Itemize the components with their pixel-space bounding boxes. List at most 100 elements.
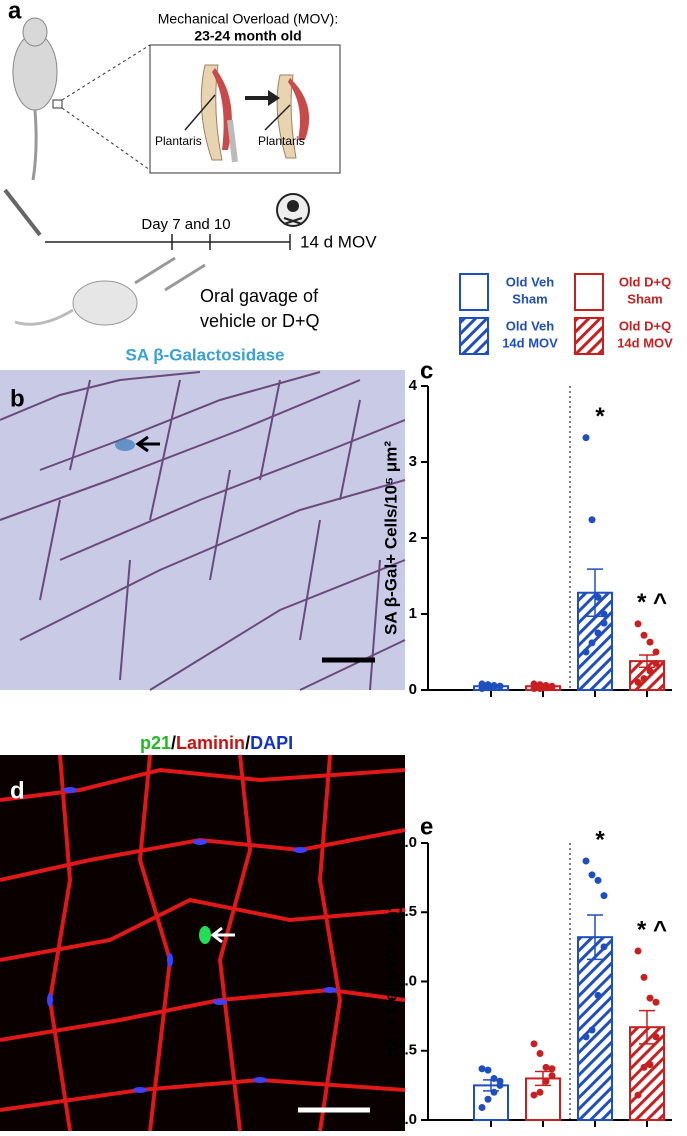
- data-point: [548, 683, 556, 691]
- data-point: [542, 684, 550, 692]
- legend-label: Old D+Q: [619, 274, 671, 289]
- muscle-illustration: [184, 64, 310, 163]
- data-point: [634, 1091, 642, 1099]
- y-axis-label: SA β-Gal+ Cells/10⁵ μm²: [381, 441, 400, 635]
- data-point: [536, 1050, 544, 1058]
- gavage-text: vehicle or D+Q: [200, 311, 320, 331]
- image-title: SA β-Galactosidase: [125, 345, 284, 364]
- data-point: [594, 629, 602, 637]
- data-point: [640, 675, 648, 683]
- data-point: [548, 1065, 556, 1073]
- y-tick-label: 4: [409, 377, 418, 394]
- data-point: [490, 1088, 498, 1096]
- bar: [629, 1026, 665, 1121]
- legend-label: Sham: [512, 291, 547, 306]
- data-point: [646, 667, 654, 675]
- data-point: [600, 610, 608, 618]
- histology-image: [0, 370, 406, 691]
- data-point: [536, 684, 544, 692]
- legend-label: Sham: [627, 291, 662, 306]
- y-tick-label: 1.0: [396, 972, 417, 989]
- legend-label: Old Veh: [506, 318, 554, 333]
- y-tick-label: 0.5: [396, 1042, 417, 1059]
- timeline-end: 14 d MOV: [300, 232, 377, 251]
- data-point: [548, 1072, 556, 1080]
- title-part: p21: [140, 733, 171, 753]
- significance: *: [595, 826, 605, 853]
- data-point: [484, 684, 492, 692]
- data-point: [478, 1065, 486, 1073]
- schematic-box: [149, 44, 341, 174]
- data-point: [496, 1081, 504, 1089]
- timeline-label: Day 7 and 10: [141, 216, 230, 233]
- legend-label: Old Veh: [506, 274, 554, 289]
- y-tick-label: 0: [409, 681, 417, 698]
- legend-label: 14d MOV: [502, 335, 558, 350]
- data-point: [594, 991, 602, 999]
- data-point: [588, 871, 596, 879]
- data-point: [594, 593, 602, 601]
- data-point: [600, 943, 608, 951]
- data-point: [594, 876, 602, 884]
- data-point: [496, 682, 504, 690]
- legend-label: 14d MOV: [617, 335, 673, 350]
- data-point: [530, 1040, 538, 1048]
- significance: * ^: [637, 589, 667, 616]
- muscle-label: Plantaris: [258, 134, 305, 148]
- title-part: DAPI: [250, 733, 293, 753]
- data-point: [652, 1033, 660, 1041]
- data-point: [600, 892, 608, 900]
- data-point: [542, 1063, 550, 1071]
- data-point: [542, 1077, 550, 1085]
- panel-label: c: [420, 357, 433, 384]
- legend-label: Old D+Q: [619, 318, 671, 333]
- data-point: [646, 1061, 654, 1069]
- data-point: [588, 639, 596, 647]
- data-point: [490, 1074, 498, 1082]
- y-tick-label: 1.5: [396, 903, 417, 920]
- muscle-label: Plantaris: [155, 134, 202, 148]
- data-point: [652, 659, 660, 667]
- timeline: [3, 188, 310, 326]
- image-title: p21/Laminin/DAPI: [140, 733, 293, 753]
- title-part: /: [245, 733, 250, 753]
- error-bar: [639, 1009, 655, 1045]
- data-point: [652, 998, 660, 1006]
- legend-swatch: [574, 317, 604, 355]
- title-part: /: [171, 733, 176, 753]
- data-point: [478, 684, 486, 692]
- error-bar: [587, 914, 603, 961]
- data-point: [582, 857, 590, 865]
- data-point: [582, 648, 590, 656]
- data-point: [588, 1026, 596, 1034]
- legend-swatch: [574, 273, 604, 311]
- data-point: [484, 1066, 492, 1074]
- data-point: [634, 620, 642, 628]
- gavage-text: Oral gavage of: [200, 286, 319, 306]
- data-point: [634, 678, 642, 686]
- panel-label: e: [420, 813, 433, 840]
- data-point: [582, 434, 590, 442]
- data-point: [530, 684, 538, 692]
- schematic-subtitle: 23-24 month old: [194, 28, 301, 44]
- title-part: Laminin: [176, 733, 245, 753]
- y-tick-label: 2.0: [396, 834, 417, 851]
- data-point: [640, 1063, 648, 1071]
- data-point: [600, 619, 608, 627]
- legend-swatch: [459, 317, 489, 355]
- data-point: [640, 973, 648, 981]
- data-point: [490, 683, 498, 691]
- schematic-title: Mechanical Overload (MOV):: [158, 11, 339, 27]
- y-axis-label: p21+ Cells/10⁵ μm²: [381, 905, 400, 1057]
- significance: *: [595, 403, 605, 430]
- error-bar: [639, 654, 655, 668]
- data-point: [588, 516, 596, 524]
- data-point: [582, 1033, 590, 1041]
- data-point: [536, 1088, 544, 1096]
- panel-label: a: [8, 0, 22, 24]
- data-point: [530, 1091, 538, 1099]
- data-point: [640, 631, 648, 639]
- data-point: [646, 994, 654, 1002]
- error-bar: [535, 1070, 551, 1087]
